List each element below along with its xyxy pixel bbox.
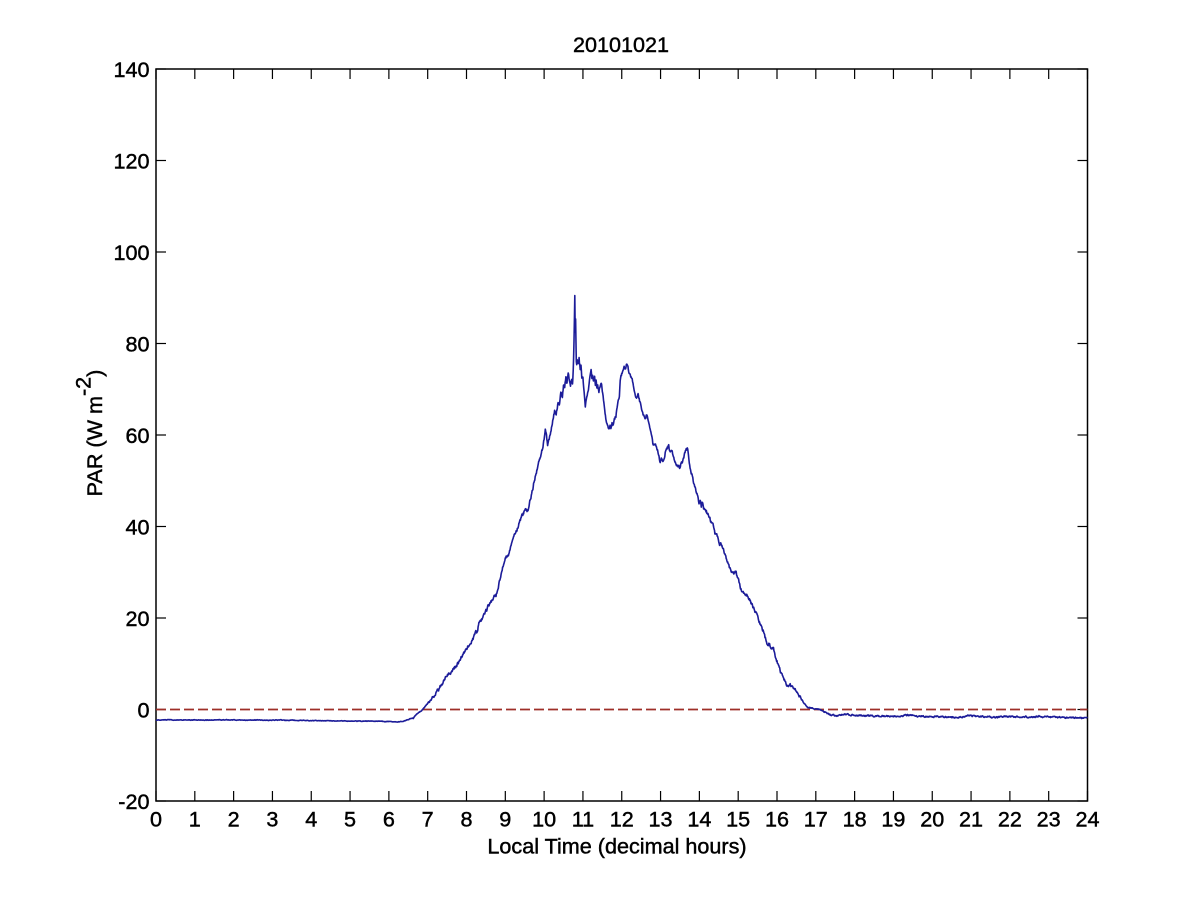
svg-text:24: 24 xyxy=(1075,807,1099,832)
svg-text:0: 0 xyxy=(150,807,162,832)
svg-text:60: 60 xyxy=(125,423,149,448)
svg-text:20: 20 xyxy=(125,606,149,631)
svg-text:10: 10 xyxy=(532,807,556,832)
svg-text:21: 21 xyxy=(959,807,983,832)
svg-text:14: 14 xyxy=(687,807,711,832)
svg-text:7: 7 xyxy=(422,807,434,832)
svg-text:17: 17 xyxy=(804,807,828,832)
svg-text:23: 23 xyxy=(1037,807,1061,832)
svg-text:0: 0 xyxy=(137,697,149,722)
svg-text:120: 120 xyxy=(113,148,149,173)
svg-text:40: 40 xyxy=(125,514,149,539)
svg-text:16: 16 xyxy=(765,807,789,832)
svg-text:9: 9 xyxy=(499,807,511,832)
svg-text:20101021: 20101021 xyxy=(573,32,669,57)
svg-text:13: 13 xyxy=(649,807,673,832)
svg-text:2: 2 xyxy=(228,807,240,832)
svg-text:4: 4 xyxy=(305,807,317,832)
svg-text:6: 6 xyxy=(383,807,395,832)
svg-text:Local Time (decimal hours): Local Time (decimal hours) xyxy=(487,834,746,859)
svg-text:140: 140 xyxy=(113,57,149,82)
svg-text:80: 80 xyxy=(125,331,149,356)
svg-text:100: 100 xyxy=(113,240,149,265)
svg-text:5: 5 xyxy=(344,807,356,832)
svg-text:15: 15 xyxy=(726,807,750,832)
svg-text:8: 8 xyxy=(460,807,472,832)
svg-text:-20: -20 xyxy=(118,789,149,814)
svg-text:1: 1 xyxy=(189,807,201,832)
svg-text:11: 11 xyxy=(572,807,594,832)
svg-text:3: 3 xyxy=(266,807,278,832)
svg-text:12: 12 xyxy=(610,807,634,832)
svg-text:18: 18 xyxy=(843,807,867,832)
svg-text:22: 22 xyxy=(998,807,1022,832)
svg-text:19: 19 xyxy=(881,807,905,832)
svg-text:20: 20 xyxy=(920,807,944,832)
